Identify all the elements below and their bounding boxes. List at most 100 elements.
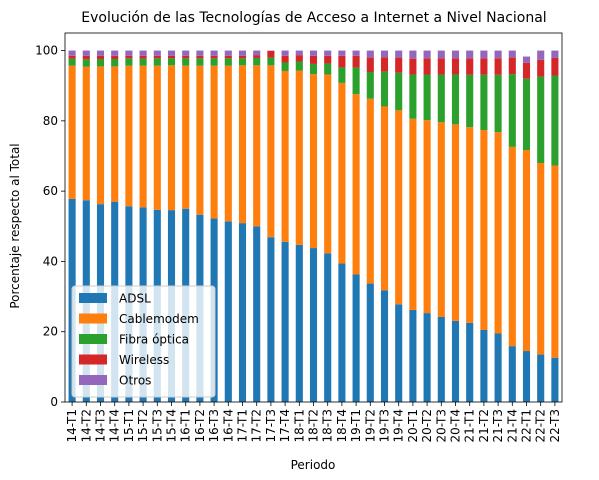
bar-segment-wireless-29	[480, 58, 488, 75]
x-tick-label: 22-T3	[548, 409, 562, 442]
bar-segment-otros-23	[395, 50, 403, 58]
legend-label: Cablemodem	[119, 312, 199, 326]
bar-segment-cablemodem-4	[125, 65, 133, 207]
bar-segment-fibra-ptica-19	[338, 67, 346, 83]
bar-segment-otros-21	[366, 50, 374, 58]
bar-segment-otros-32	[522, 56, 531, 63]
y-tick-label: 20	[43, 325, 58, 339]
bar-segment-wireless-10	[210, 55, 218, 59]
x-tick-label: 14-T2	[79, 409, 93, 442]
bar-segment-cablemodem-26	[437, 122, 445, 317]
bar-segment-cablemodem-21	[366, 98, 374, 284]
x-tick-label: 19-T2	[363, 409, 377, 442]
bar-segment-cablemodem-8	[182, 65, 190, 209]
bar-segment-wireless-21	[366, 57, 374, 73]
x-tick-label: 20-T1	[406, 409, 420, 442]
bar-segment-fibra-ptica-32	[522, 78, 531, 151]
bar-segment-adsl-17	[309, 248, 318, 402]
bar-segment-wireless-33	[537, 59, 545, 77]
bar-segment-adsl-12	[238, 223, 247, 402]
x-tick-label: 16-T4	[221, 409, 235, 442]
x-tick-label: 21-T2	[477, 409, 491, 442]
bar-segment-wireless-5	[139, 55, 147, 59]
bar-segment-cablemodem-25	[423, 120, 431, 314]
bar-segment-wireless-15	[281, 55, 289, 63]
legend-swatch-fibra-ptica	[79, 334, 107, 344]
bar-segment-cablemodem-32	[522, 150, 531, 352]
legend-swatch-wireless	[79, 354, 107, 365]
x-tick-label: 19-T1	[349, 409, 363, 442]
bar-segment-wireless-9	[196, 55, 204, 59]
bar-segment-cablemodem-0	[68, 65, 76, 199]
bar-segment-wireless-23	[395, 57, 403, 73]
bar-segment-adsl-31	[508, 346, 516, 402]
bar-segment-wireless-8	[182, 55, 190, 59]
bar-segment-otros-31	[508, 50, 516, 58]
bar-segment-otros-25	[423, 50, 431, 59]
x-tick-label: 21-T3	[491, 409, 505, 442]
bar-segment-cablemodem-18	[324, 74, 332, 254]
x-tick-label: 17-T4	[278, 409, 292, 442]
bar-segment-fibra-ptica-9	[196, 58, 204, 66]
bar-segment-cablemodem-11	[224, 65, 232, 222]
y-tick-label: 0	[50, 395, 58, 409]
bar-segment-fibra-ptica-11	[224, 58, 232, 66]
x-tick-label: 22-T2	[534, 409, 548, 442]
bar-segment-cablemodem-23	[395, 110, 403, 305]
bar-segment-otros-28	[466, 50, 474, 59]
bar-segment-cablemodem-24	[409, 118, 417, 310]
bar-segment-otros-12	[238, 50, 247, 56]
x-axis-title: Periodo	[291, 458, 336, 472]
bar-segment-fibra-ptica-4	[125, 58, 133, 66]
bar-segment-cablemodem-20	[352, 94, 360, 275]
bar-segment-adsl-29	[480, 329, 488, 402]
legend-swatch-cablemodem	[79, 313, 107, 324]
bar-segment-wireless-20	[352, 55, 360, 68]
bar-segment-wireless-13	[253, 55, 261, 58]
bar-segment-otros-9	[196, 50, 204, 56]
legend-label: ADSL	[119, 292, 151, 306]
chart-title: Evolución de las Tecnologías de Acceso a…	[81, 10, 546, 26]
y-tick-label: 100	[35, 44, 58, 58]
bar-segment-cablemodem-15	[281, 70, 289, 242]
bar-segment-otros-22	[380, 50, 389, 58]
bar-segment-cablemodem-33	[537, 163, 545, 355]
bar-segment-adsl-19	[338, 263, 346, 402]
bar-segment-cablemodem-13	[253, 65, 261, 227]
x-tick-label: 14-T3	[94, 409, 108, 442]
bar-segment-wireless-19	[338, 55, 346, 68]
bar-segment-fibra-ptica-27	[451, 74, 460, 125]
bar-segment-adsl-11	[224, 221, 232, 402]
bar-segment-adsl-23	[395, 304, 403, 402]
x-tick-label: 14-T1	[65, 409, 79, 442]
bar-segment-adsl-33	[537, 354, 545, 402]
bar-segment-fibra-ptica-6	[153, 58, 161, 66]
bar-segment-fibra-ptica-31	[508, 74, 516, 147]
bar-segment-otros-11	[224, 50, 232, 56]
bar-segment-cablemodem-6	[153, 65, 161, 210]
bar-segment-wireless-12	[238, 55, 247, 59]
bar-segment-fibra-ptica-26	[437, 74, 445, 123]
bar-segment-adsl-27	[451, 320, 460, 402]
bar-segment-cablemodem-31	[508, 146, 516, 347]
bar-segment-wireless-2	[96, 55, 105, 59]
bar-segment-fibra-ptica-18	[324, 63, 332, 75]
bar-segment-wireless-16	[295, 55, 303, 62]
bar-segment-otros-8	[182, 50, 190, 56]
bar-segment-adsl-34	[551, 357, 559, 402]
bar-segment-adsl-22	[380, 290, 389, 402]
bar-segment-fibra-ptica-5	[139, 58, 147, 66]
x-tick-label: 15-T2	[136, 409, 150, 442]
bar-segment-wireless-25	[423, 58, 431, 75]
bar-segment-otros-33	[537, 50, 545, 60]
bar-segment-otros-29	[480, 50, 488, 59]
x-tick-label: 15-T1	[122, 409, 136, 442]
bar-segment-otros-15	[281, 50, 289, 56]
bar-segment-fibra-ptica-28	[466, 74, 474, 128]
x-tick-label: 18-T1	[292, 409, 306, 442]
x-tick-label: 14-T4	[108, 409, 122, 442]
bar-segment-cablemodem-19	[338, 82, 346, 264]
bar-segment-cablemodem-16	[295, 70, 303, 245]
bar-segment-adsl-20	[352, 274, 360, 402]
